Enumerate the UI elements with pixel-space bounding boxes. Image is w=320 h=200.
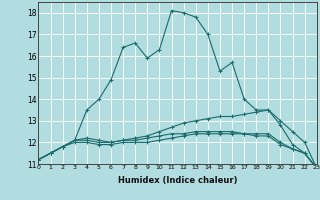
X-axis label: Humidex (Indice chaleur): Humidex (Indice chaleur) <box>118 176 237 185</box>
